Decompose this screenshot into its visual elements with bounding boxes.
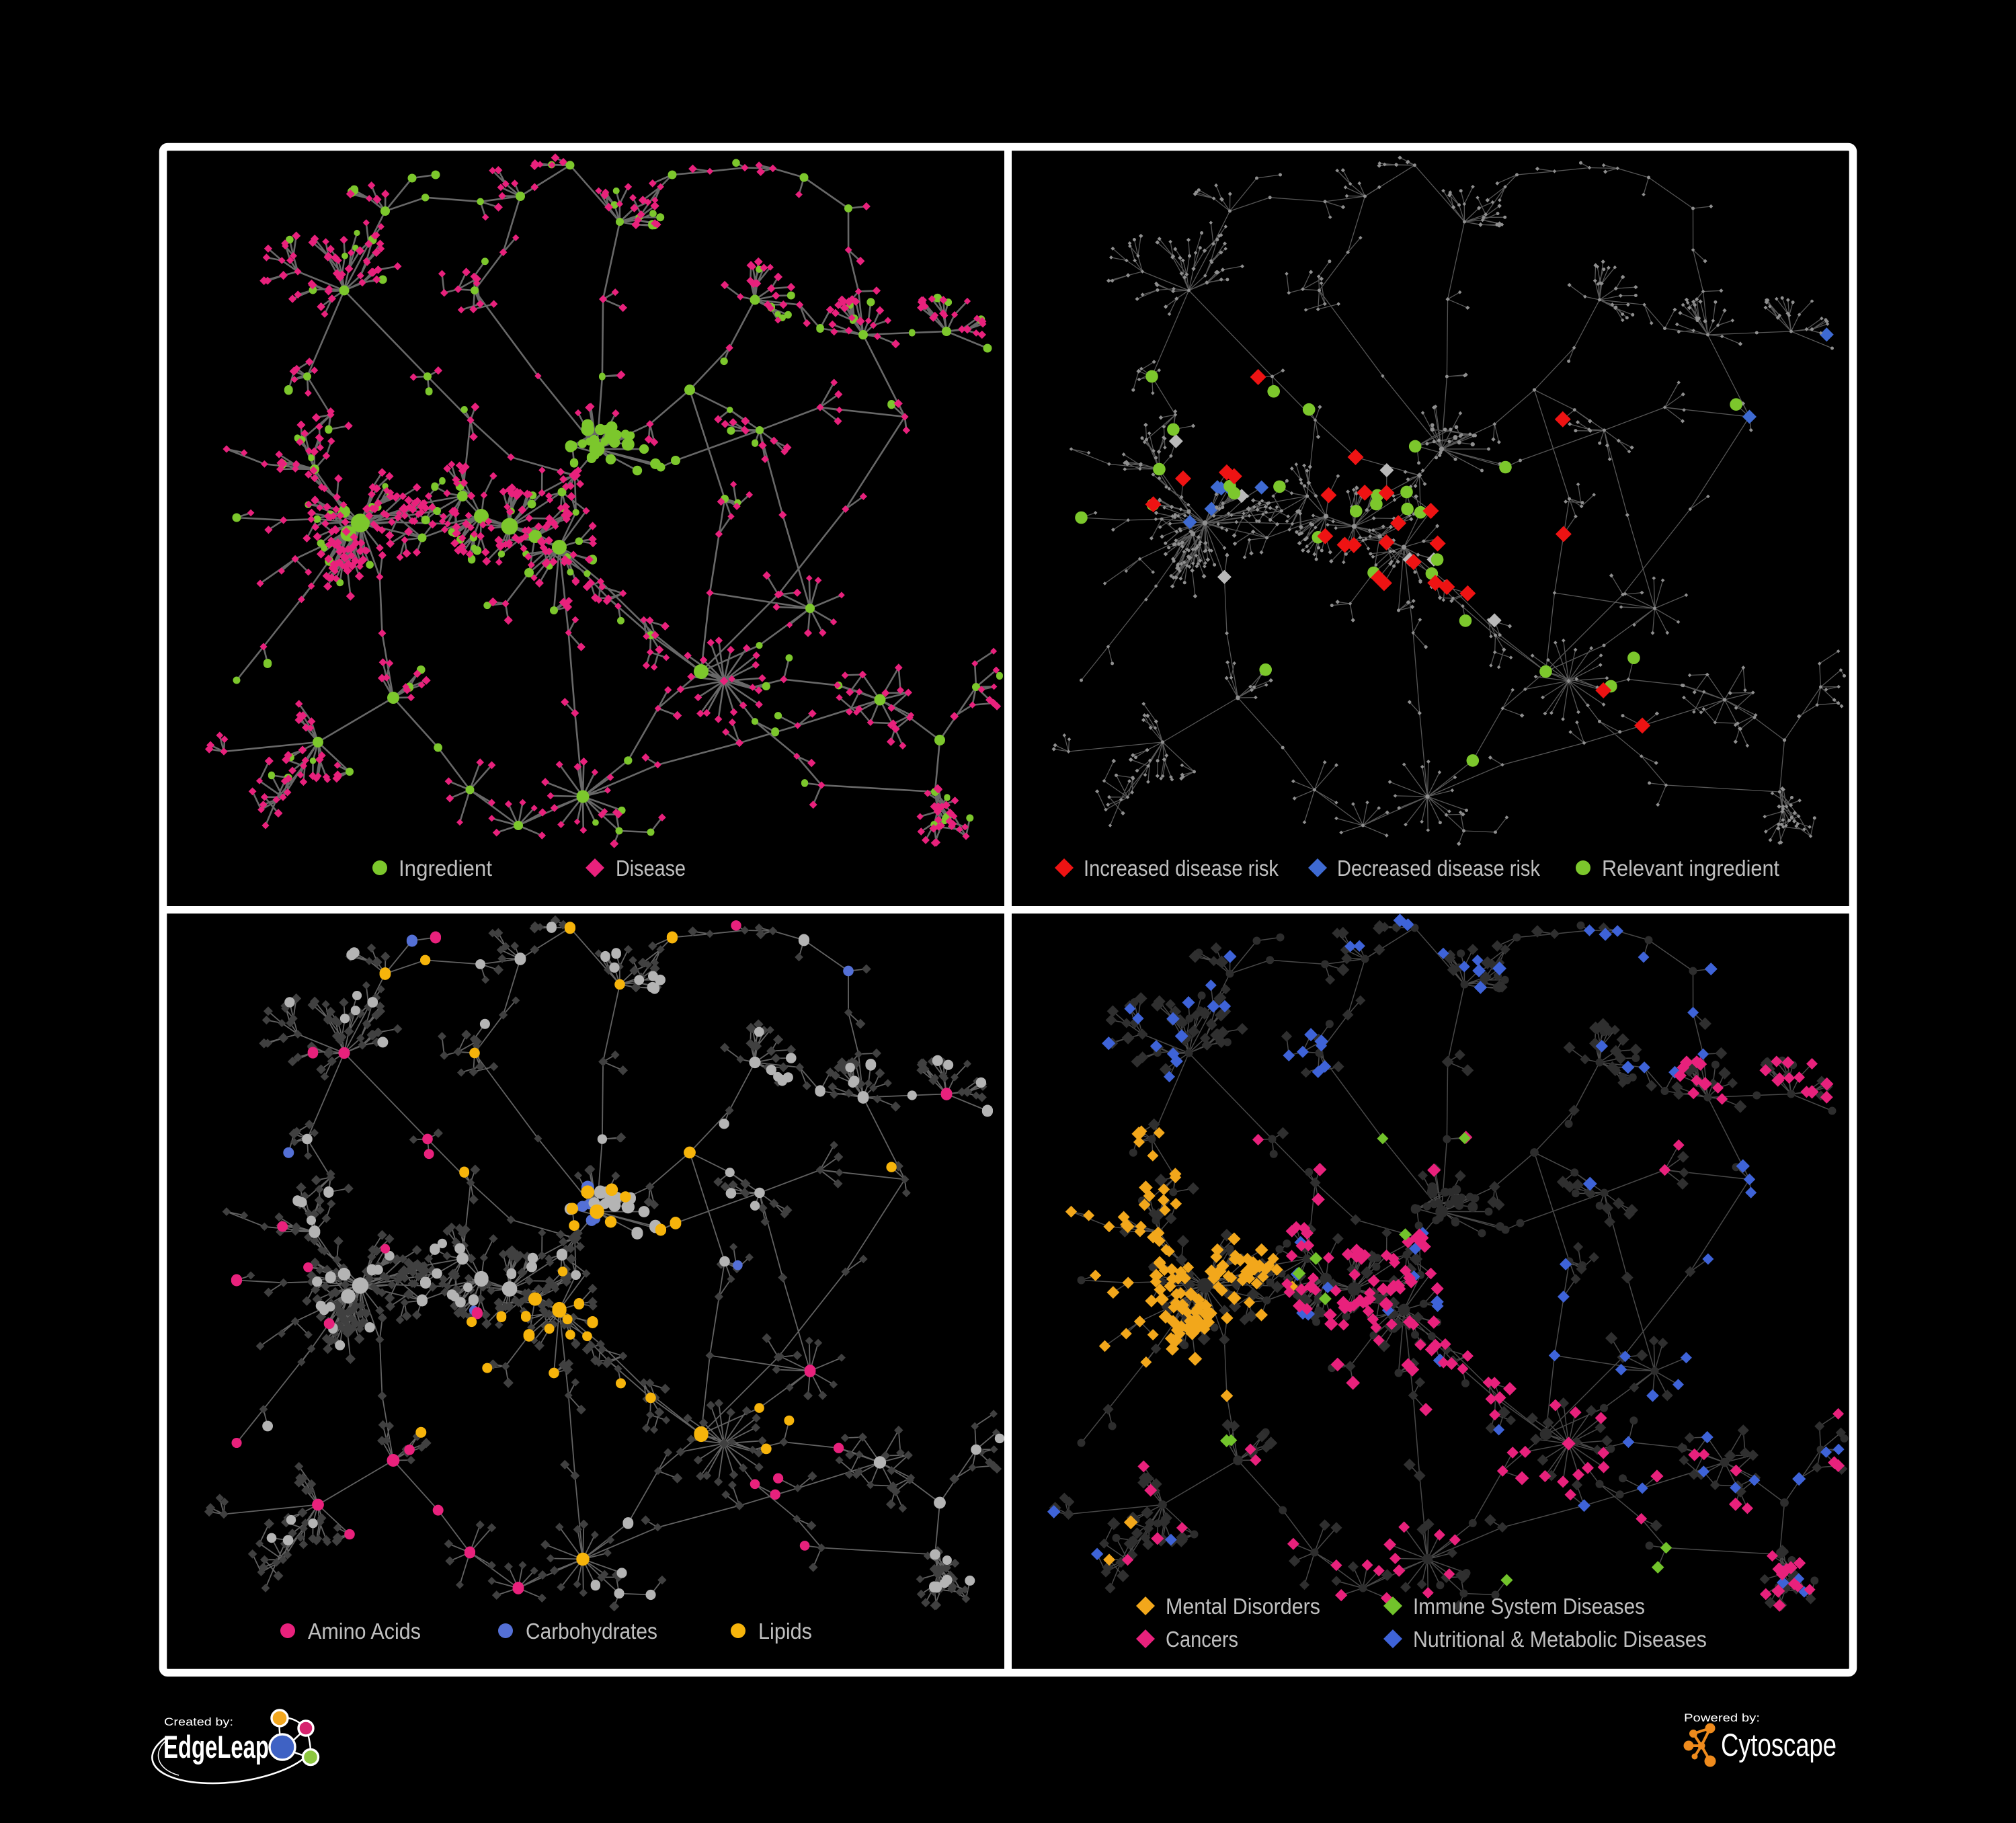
svg-text:Increased disease risk: Increased disease risk xyxy=(1084,856,1279,881)
svg-text:Disease: Disease xyxy=(616,856,686,881)
svg-text:Powered by:: Powered by: xyxy=(1684,1711,1760,1724)
svg-text:Mental Disorders: Mental Disorders xyxy=(1166,1594,1320,1619)
svg-text:Cytoscape: Cytoscape xyxy=(1721,1727,1837,1763)
svg-text:Immune System Diseases: Immune System Diseases xyxy=(1413,1594,1645,1619)
svg-text:Nutritional & Metabolic Diseas: Nutritional & Metabolic Diseases xyxy=(1413,1627,1707,1652)
svg-text:Created by:: Created by: xyxy=(164,1715,233,1728)
svg-text:Decreased disease risk: Decreased disease risk xyxy=(1337,856,1540,881)
svg-text:Relevant ingredient: Relevant ingredient xyxy=(1602,856,1779,881)
svg-text:Lipids: Lipids xyxy=(758,1619,812,1644)
svg-text:Amino Acids: Amino Acids xyxy=(308,1619,421,1644)
svg-text:Ingredient: Ingredient xyxy=(399,856,492,881)
svg-text:EdgeLeap: EdgeLeap xyxy=(163,1729,269,1765)
svg-text:Cancers: Cancers xyxy=(1166,1627,1238,1652)
svg-text:Carbohydrates: Carbohydrates xyxy=(526,1619,657,1644)
